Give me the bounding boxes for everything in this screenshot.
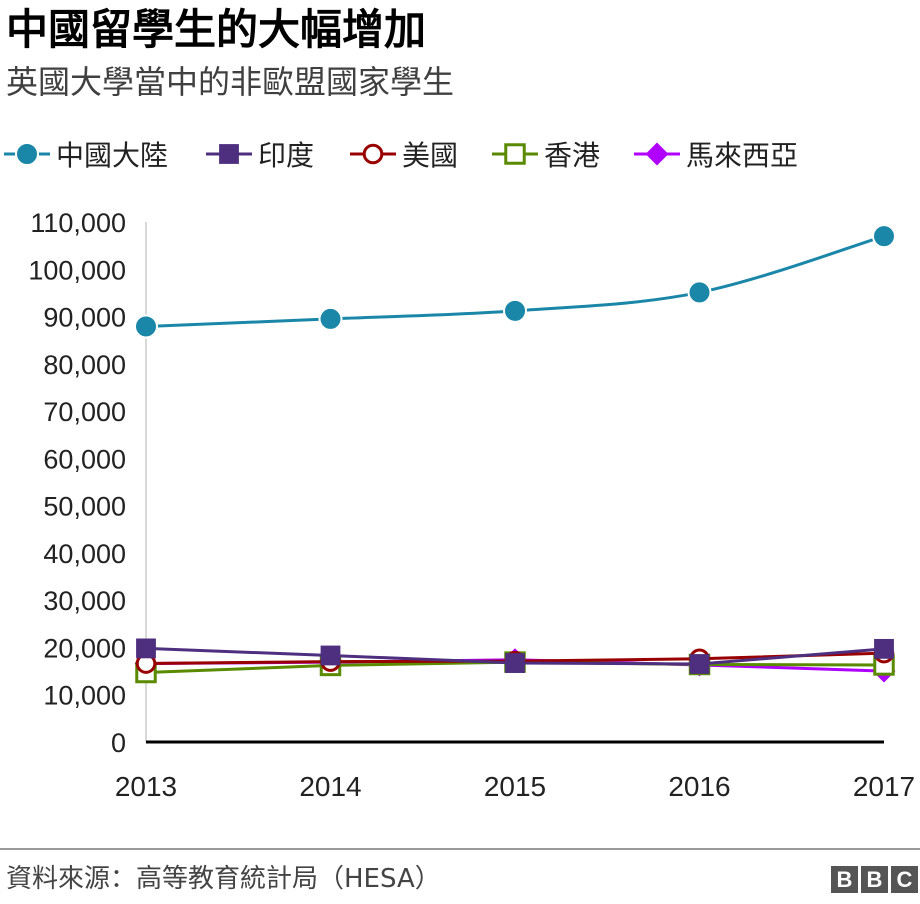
legend-item: 美國 bbox=[350, 132, 458, 176]
chart-title: 中國留學生的大幅增加 bbox=[6, 5, 427, 54]
bbc-logo-letter: C bbox=[891, 866, 918, 893]
y-tick-label: 30,000 bbox=[43, 586, 126, 616]
y-tick-label: 20,000 bbox=[43, 633, 126, 663]
legend-label: 中國大陸 bbox=[56, 139, 169, 172]
data-point bbox=[689, 654, 710, 674]
y-tick-label: 40,000 bbox=[43, 539, 126, 569]
source-note: 資料來源：高等教育統計局（HESA） bbox=[6, 864, 441, 894]
legend-symbol bbox=[645, 142, 669, 166]
data-point bbox=[136, 638, 156, 659]
legend-marker-icon bbox=[206, 144, 252, 164]
y-tick-label: 80,000 bbox=[43, 350, 126, 380]
data-point bbox=[320, 645, 341, 666]
legend-item: 中國大陸 bbox=[4, 132, 168, 176]
y-tick-label: 110,000 bbox=[30, 208, 126, 238]
footer-divider bbox=[0, 848, 920, 850]
x-tick-label: 2013 bbox=[115, 771, 177, 802]
data-point bbox=[687, 280, 712, 305]
legend: 中國大陸 印度 美國 香港 馬來西亞 bbox=[0, 132, 920, 176]
legend-symbol bbox=[15, 142, 39, 166]
legend-label: 馬來西亞 bbox=[686, 139, 799, 172]
x-tick-label: 2017 bbox=[853, 771, 915, 802]
y-tick-label: 0 bbox=[111, 728, 126, 758]
y-tick-label: 100,000 bbox=[28, 255, 126, 285]
legend-marker-icon bbox=[4, 142, 50, 166]
legend-symbol bbox=[504, 143, 526, 165]
bbc-logo-letter: B bbox=[861, 866, 888, 893]
x-tick-label: 2016 bbox=[668, 771, 730, 802]
legend-label: 香港 bbox=[544, 139, 601, 172]
line-chart: 0 10,000 20,000 30,000 40,000 50,000 60,000 70,… bbox=[28, 208, 915, 802]
x-tick-label: 2014 bbox=[299, 771, 361, 802]
chart-subtitle: 英國大學當中的非歐盟國家學生 bbox=[6, 63, 455, 101]
bbc-logo: B B C bbox=[831, 866, 918, 893]
bbc-logo-letter: B bbox=[831, 866, 858, 893]
data-point bbox=[503, 298, 527, 323]
legend-symbol bbox=[219, 144, 239, 164]
legend-marker-icon bbox=[350, 143, 396, 165]
y-tick-label: 60,000 bbox=[43, 444, 126, 474]
series-0 bbox=[134, 224, 896, 339]
legend-item: 印度 bbox=[206, 132, 314, 176]
legend-marker-icon bbox=[634, 142, 680, 166]
y-tick-label: 90,000 bbox=[43, 303, 126, 333]
data-point bbox=[134, 314, 158, 339]
x-tick-label: 2015 bbox=[484, 771, 546, 802]
data-point bbox=[874, 638, 894, 659]
legend-item: 馬來西亞 bbox=[634, 132, 798, 176]
data-point bbox=[505, 653, 525, 673]
y-tick-label: 10,000 bbox=[43, 681, 126, 711]
data-point bbox=[318, 306, 343, 331]
legend-item: 香港 bbox=[492, 132, 600, 176]
legend-label: 印度 bbox=[258, 139, 315, 172]
series-1 bbox=[136, 638, 894, 674]
legend-symbol bbox=[362, 143, 384, 165]
y-tick-label: 70,000 bbox=[43, 397, 126, 427]
y-tick-label: 50,000 bbox=[43, 492, 126, 522]
legend-marker-icon bbox=[492, 143, 538, 165]
data-point bbox=[872, 224, 896, 249]
legend-label: 美國 bbox=[402, 139, 459, 172]
